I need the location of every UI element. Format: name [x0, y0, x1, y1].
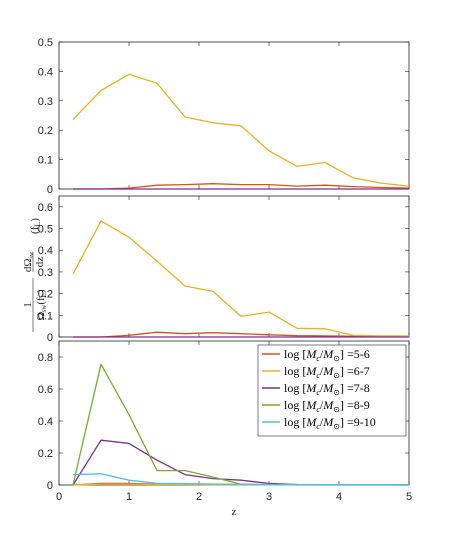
y-tick-label: 0	[47, 184, 53, 196]
x-axis-label: z	[232, 506, 237, 518]
y-tick-label: 0.2	[38, 289, 53, 301]
legend-sub1: c	[316, 422, 320, 431]
legend-sub1: c	[316, 371, 320, 380]
legend-box	[257, 344, 407, 437]
y-tick-label: 0.5	[38, 224, 53, 236]
plot-area-2	[58, 195, 410, 338]
legend-sub2: ⊙	[333, 354, 340, 363]
y-tick-label: 0.4	[38, 416, 53, 428]
legend-suffix: ] =8-9	[340, 398, 370, 412]
ylabel-one: 1	[22, 302, 34, 308]
ylabel-arg-den-sub: L	[40, 293, 48, 297]
legend-slash: /	[320, 415, 324, 429]
x-tick-label: 0	[56, 491, 62, 503]
x-tick-label: 4	[336, 491, 342, 503]
legend-m: M	[305, 398, 317, 412]
ylabel-dz: dz	[34, 257, 46, 268]
legend-prefix: log [	[284, 364, 306, 378]
x-tick-label: 1	[126, 491, 132, 503]
series-line-2	[72, 73, 410, 187]
x-tick-label: 5	[406, 491, 412, 503]
y-tick-label: 0	[47, 332, 53, 344]
svg-text:(fL): (fL)	[29, 218, 42, 234]
y-axis-label: 1 Ωsw(fL) dΩsw dz (fL)	[22, 218, 48, 332]
legend-m: M	[305, 415, 317, 429]
x-tick-label: 3	[266, 491, 272, 503]
legend-prefix: log [	[284, 415, 306, 429]
panel-2: 0 0.1 0.2 0.3 0.4 0.5 0.6	[38, 195, 410, 344]
legend-m2: M	[322, 415, 334, 429]
y-tick-label: 0.1	[38, 155, 53, 167]
y-tick-label: 0	[47, 480, 53, 492]
y-tick-label: 0.4	[38, 66, 53, 78]
svg-text:1: 1	[22, 302, 34, 308]
y-tick-label: 0.3	[38, 267, 53, 279]
ylabel-sw-num: sw	[29, 251, 35, 258]
y-tick-label: 0.5	[38, 37, 53, 49]
y-tick-label: 0.8	[38, 352, 53, 364]
legend-slash: /	[320, 381, 324, 395]
legend-m2: M	[322, 381, 334, 395]
ylabel-arg-den: (f	[35, 297, 47, 305]
series-line-5	[72, 473, 409, 486]
legend-suffix: ] =7-8	[340, 381, 370, 395]
series-line-1	[73, 331, 410, 338]
y-tick-label: 0.6	[38, 384, 53, 396]
x-tick-label: 2	[196, 491, 202, 503]
y-tick-label: 0.2	[38, 125, 53, 137]
svg-text:Ωsw(fL): Ωsw(fL)	[35, 289, 48, 321]
y-tick-label: 0.4	[38, 245, 53, 257]
ylabel-sw-den: sw	[40, 304, 48, 313]
panel-1: 0 0.1 0.2 0.3 0.4 0.5	[38, 37, 410, 196]
legend-m2: M	[322, 364, 334, 378]
legend-entry: log [Mc/M⊙] =9-10	[284, 415, 376, 431]
ylabel-tail: (f	[29, 226, 41, 234]
legend-sub2: ⊙	[333, 422, 340, 431]
y-tick-label: 0.6	[38, 202, 53, 214]
svg-text:dz: dz	[34, 257, 46, 268]
y-tick-label: 0.1	[38, 310, 53, 322]
ylabel-d-omega: dΩ	[22, 258, 34, 272]
legend-sub2: ⊙	[333, 405, 340, 414]
legend-prefix: log [	[284, 347, 306, 361]
legend-sub1: c	[316, 405, 320, 414]
legend-m: M	[305, 381, 317, 395]
legend-sub1: c	[316, 388, 320, 397]
series-line-1	[73, 183, 410, 190]
legend-suffix: ] =6-7	[340, 364, 370, 378]
ylabel-arg-den-close: )	[35, 289, 47, 293]
ylabel-tail-sub: L	[33, 222, 42, 227]
svg-text:dΩsw: dΩsw	[22, 251, 35, 272]
legend-suffix: ] =9-10	[340, 415, 376, 429]
series-line-2	[72, 220, 409, 337]
y-tick-label: 0.3	[38, 96, 53, 108]
legend-suffix: ] =5-6	[340, 347, 370, 361]
plot-area-1	[58, 41, 410, 190]
y-tick-label: 0.2	[38, 448, 53, 460]
legend-prefix: log [	[284, 398, 306, 412]
legend-m2: M	[322, 398, 334, 412]
legend-sub2: ⊙	[333, 371, 340, 380]
legend-slash: /	[320, 347, 324, 361]
legend-entry: log [Mc/M⊙] =7-8	[284, 381, 370, 397]
ylabel-omega-den: Ω	[35, 312, 47, 320]
legend-m: M	[305, 364, 317, 378]
legend-sub1: c	[316, 354, 320, 363]
legend-entry: log [Mc/M⊙] =6-7	[284, 364, 370, 380]
legend-m: M	[305, 347, 317, 361]
legend-entry: log [Mc/M⊙] =8-9	[284, 398, 370, 414]
legend-entry: log [Mc/M⊙] =5-6	[284, 347, 370, 363]
legend-slash: /	[320, 364, 324, 378]
legend-prefix: log [	[284, 381, 306, 395]
legend-slash: /	[320, 398, 324, 412]
legend-sub2: ⊙	[333, 388, 340, 397]
ylabel-tail-close: )	[29, 218, 41, 222]
legend-m2: M	[322, 347, 334, 361]
